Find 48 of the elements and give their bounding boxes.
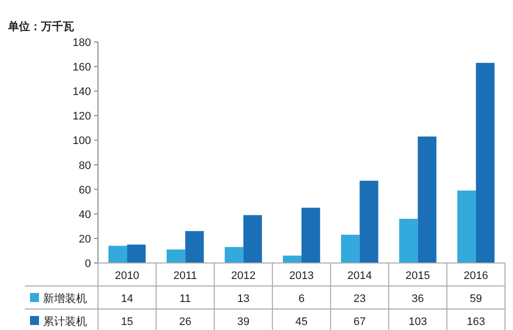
x-tick-label: 2014 [347, 270, 372, 282]
x-tick-label: 2013 [289, 270, 314, 282]
data-label: 13 [237, 293, 250, 305]
bar [360, 180, 378, 263]
bar [302, 208, 320, 263]
bar [341, 234, 360, 263]
bar [282, 256, 302, 263]
bar [476, 62, 495, 263]
legend-label: 累计装机 [43, 315, 87, 328]
x-tick-label: 2010 [114, 270, 140, 282]
data-label: 23 [354, 293, 366, 305]
bar [224, 247, 244, 263]
bar [127, 244, 146, 263]
legend-label: 新增装机 [43, 292, 87, 305]
data-label: 6 [298, 293, 305, 305]
y-tick-label: 180 [72, 37, 91, 49]
bar [399, 218, 418, 263]
bar [457, 190, 476, 263]
bar [166, 249, 186, 263]
bar [243, 215, 262, 263]
y-tick-label: 60 [78, 184, 91, 196]
bar [185, 231, 204, 263]
data-label: 11 [180, 293, 191, 305]
bar [108, 246, 128, 263]
y-axis-title: 单位：万千瓦 [7, 20, 74, 33]
y-tick-label: 20 [78, 233, 91, 246]
x-tick-label: 2015 [406, 270, 430, 282]
data-label: 36 [412, 293, 424, 305]
y-tick-label: 140 [72, 86, 91, 98]
x-tick-label: 2012 [231, 270, 256, 282]
y-tick-label: 0 [84, 258, 91, 270]
y-tick-label: 40 [78, 208, 91, 221]
data-label: 39 [237, 316, 250, 328]
data-label: 163 [466, 316, 486, 328]
data-label: 15 [120, 316, 134, 328]
y-tick-label: 80 [78, 160, 91, 172]
data-label: 67 [354, 316, 366, 328]
bar [418, 136, 436, 263]
data-label: 103 [408, 316, 427, 328]
data-label: 45 [295, 316, 308, 328]
y-tick-label: 160 [72, 62, 91, 74]
y-tick-label: 120 [72, 110, 91, 123]
x-tick-label: 2016 [464, 270, 488, 282]
data-label: 59 [470, 293, 482, 305]
y-tick-label: 100 [72, 135, 91, 148]
data-label: 14 [120, 293, 134, 305]
x-tick-label: 2011 [173, 270, 198, 282]
data-label: 26 [179, 316, 192, 328]
